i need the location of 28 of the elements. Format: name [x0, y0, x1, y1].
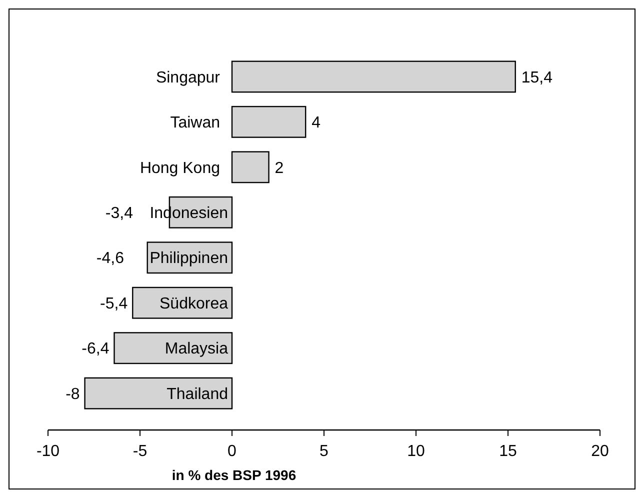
- bar: [114, 332, 233, 364]
- data-label: -3,4: [105, 204, 134, 222]
- x-tick-label: 5: [320, 443, 329, 460]
- data-label: -6,4: [82, 340, 110, 358]
- y-tick-label: Philippinen: [150, 250, 228, 268]
- x-tick-label: -10: [36, 443, 60, 460]
- bar: [231, 106, 306, 138]
- data-label: 2: [274, 160, 284, 177]
- bar: [84, 377, 233, 410]
- data-label: 4: [312, 114, 321, 132]
- x-tick-label: 0: [228, 443, 237, 460]
- y-tick-label: Singapur: [156, 69, 221, 86]
- x-tick-label: -5: [132, 443, 148, 460]
- data-label: 15,4: [521, 69, 553, 86]
- data-label: -8: [66, 386, 80, 403]
- y-tick-label: Thailand: [166, 386, 228, 403]
- y-tick-label: Hong Kong: [140, 160, 220, 177]
- x-tick-label: 15: [499, 443, 517, 460]
- x-axis-title: in % des BSP 1996: [172, 467, 296, 483]
- data-label: -4,6: [96, 250, 124, 268]
- x-tick-label: 20: [591, 443, 609, 460]
- y-tick-label: Südkorea: [160, 295, 228, 312]
- data-label: -5,4: [100, 295, 128, 312]
- bar: [231, 151, 270, 184]
- x-tick-label: 10: [407, 443, 425, 460]
- y-tick-label: Taiwan: [170, 114, 220, 132]
- bar: [231, 60, 516, 93]
- y-tick-label: Malaysia: [164, 340, 228, 358]
